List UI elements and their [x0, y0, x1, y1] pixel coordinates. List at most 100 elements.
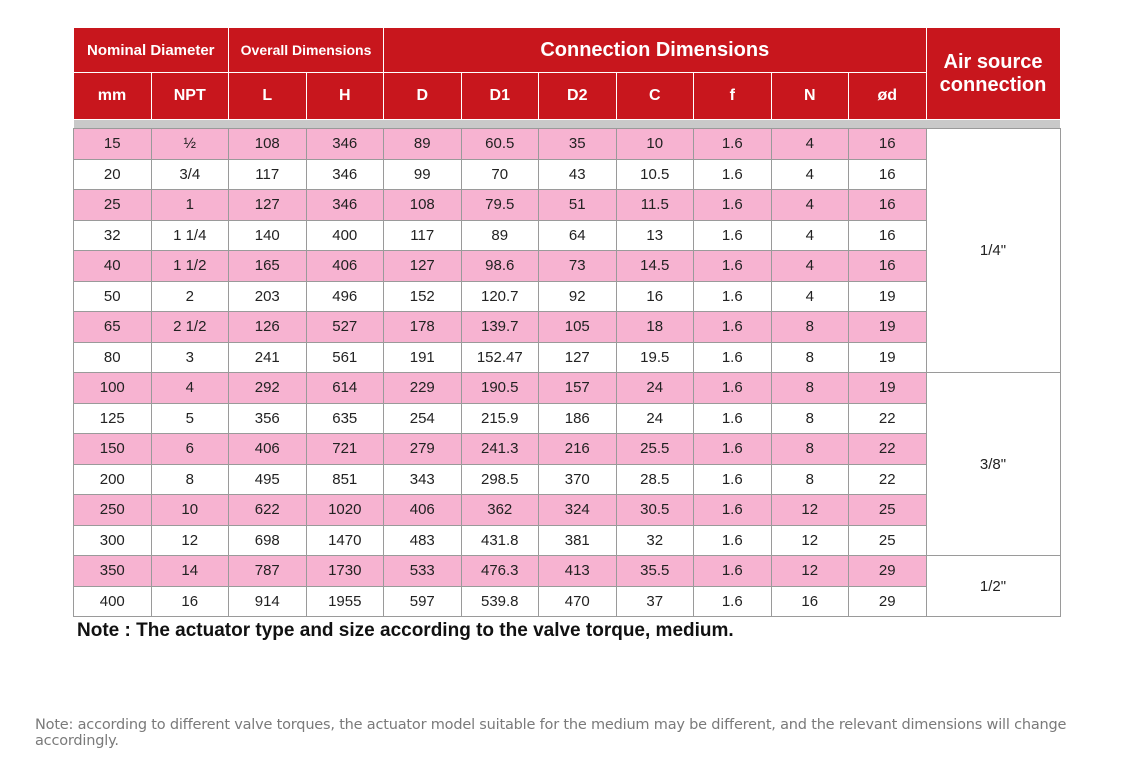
table-row: 125 5 356 635 254 215.9 186 24 1.6 8 22 — [73, 402, 1061, 434]
table-cell: 1730 — [305, 555, 385, 587]
table-cell: 721 — [305, 433, 385, 465]
table-cell: 19 — [848, 311, 927, 343]
table-cell: 120.7 — [460, 280, 540, 312]
table-cell: 108 — [228, 128, 307, 160]
table-cell: 8 — [770, 402, 850, 434]
header-separator — [73, 119, 1061, 129]
table-cell: 346 — [305, 128, 385, 160]
table-cell: 495 — [228, 463, 307, 495]
table-cell: 10.5 — [615, 158, 695, 190]
table-cell: 32 — [615, 524, 695, 556]
table-cell: 24 — [615, 402, 695, 434]
table-cell: 1.6 — [693, 219, 772, 251]
table-row: 350 14 787 1730 533 476.3 413 35.5 1.6 12 29 1/2" — [73, 555, 1061, 617]
air-source-size: 1/4" — [925, 128, 1061, 373]
table-cell: 1.6 — [693, 250, 772, 282]
header-mm: mm — [73, 72, 152, 120]
table-row: 20 3/4 117 346 99 70 43 10.5 1.6 4 16 — [73, 158, 1061, 190]
table-cell: 851 — [305, 463, 385, 495]
table-row: 50 2 203 496 152 120.7 92 16 1.6 4 19 — [73, 280, 1061, 312]
table-cell: 12 — [150, 524, 230, 556]
table-cell: 152 — [383, 280, 462, 312]
note-sub: Note: according to different valve torqu… — [35, 717, 1067, 749]
table-cell: 914 — [228, 585, 307, 617]
table-cell: 127 — [383, 250, 462, 282]
table-row: 15 ½ 108 346 89 60.5 35 10 1.6 4 16 1/4" — [73, 128, 1061, 373]
table-cell: 65 — [73, 311, 152, 343]
dimension-table: Nominal Diameter Overall Dimensions Conn… — [73, 28, 1061, 617]
table-row: 400 16 914 1955 597 539.8 470 37 1.6 16 29 — [73, 585, 1061, 617]
table-cell: 11.5 — [615, 189, 695, 221]
table-cell: 13 — [615, 219, 695, 251]
table-cell: 1.6 — [693, 524, 772, 556]
table-cell: 400 — [305, 219, 385, 251]
table-cell: 250 — [73, 494, 152, 526]
table-cell: 1 — [150, 189, 230, 221]
table-cell: 50 — [73, 280, 152, 312]
table-cell: 1.6 — [693, 158, 772, 190]
header-f: f — [693, 72, 772, 120]
table-cell: 15 — [73, 128, 152, 160]
table-cell: 324 — [538, 494, 617, 526]
table-cell: 597 — [383, 585, 462, 617]
table-cell: 178 — [383, 311, 462, 343]
table-cell: 413 — [538, 555, 617, 587]
table-cell: 254 — [383, 402, 462, 434]
table-row: 150 6 406 721 279 241.3 216 25.5 1.6 8 22 — [73, 433, 1061, 465]
table-cell: 1020 — [305, 494, 385, 526]
table-cell: 32 — [73, 219, 152, 251]
table-cell: 10 — [150, 494, 230, 526]
table-cell: 140 — [228, 219, 307, 251]
table-cell: 16 — [848, 158, 927, 190]
table-cell: 406 — [305, 250, 385, 282]
table-cell: 14 — [150, 555, 230, 587]
header-d2: D2 — [538, 72, 617, 120]
table-cell: 200 — [73, 463, 152, 495]
table-cell: 496 — [305, 280, 385, 312]
table-cell: 431.8 — [460, 524, 540, 556]
table-cell: 16 — [150, 585, 230, 617]
table-cell: 8 — [770, 372, 850, 404]
table-row: 40 1 1/2 165 406 127 98.6 73 14.5 1.6 4 16 — [73, 250, 1061, 282]
table-cell: 4 — [770, 250, 850, 282]
table-cell: 60.5 — [460, 128, 540, 160]
table-cell: 3 — [150, 341, 230, 373]
table-cell: 125 — [73, 402, 152, 434]
table-cell: 79.5 — [460, 189, 540, 221]
table-cell: 25 — [73, 189, 152, 221]
table-cell: 35 — [538, 128, 617, 160]
table-cell: 698 — [228, 524, 307, 556]
table-cell: 152.47 — [460, 341, 540, 373]
table-cell: 25 — [848, 524, 927, 556]
table-cell: 1.6 — [693, 311, 772, 343]
table-cell: 362 — [460, 494, 540, 526]
header-d: D — [383, 72, 462, 120]
table-cell: 12 — [770, 494, 850, 526]
table-cell: 14.5 — [615, 250, 695, 282]
header-h: H — [306, 72, 385, 120]
table-cell: 89 — [383, 128, 462, 160]
table-cell: 1.6 — [693, 372, 772, 404]
table-cell: 186 — [538, 402, 617, 434]
table-row: 100 4 292 614 229 190.5 157 24 1.6 8 19 3/8" — [73, 372, 1061, 556]
table-cell: 1.6 — [693, 189, 772, 221]
table-cell: 190.5 — [460, 372, 540, 404]
table-cell: 19 — [848, 372, 927, 404]
table-cell: 346 — [305, 158, 385, 190]
table-cell: ½ — [150, 128, 230, 160]
table-cell: 476.3 — [460, 555, 540, 587]
table-cell: 70 — [460, 158, 540, 190]
table-cell: 105 — [538, 311, 617, 343]
table-cell: 400 — [73, 585, 152, 617]
table-cell: 16 — [848, 250, 927, 282]
table-cell: 1.6 — [693, 494, 772, 526]
table-cell: 539.8 — [460, 585, 540, 617]
table-cell: 8 — [770, 463, 850, 495]
table-cell: 126 — [228, 311, 307, 343]
table-cell: 1.6 — [693, 433, 772, 465]
table-cell: 22 — [848, 433, 927, 465]
table-cell: 100 — [73, 372, 152, 404]
table-cell: 16 — [848, 189, 927, 221]
header-npt: NPT — [151, 72, 230, 120]
table-cell: 298.5 — [460, 463, 540, 495]
